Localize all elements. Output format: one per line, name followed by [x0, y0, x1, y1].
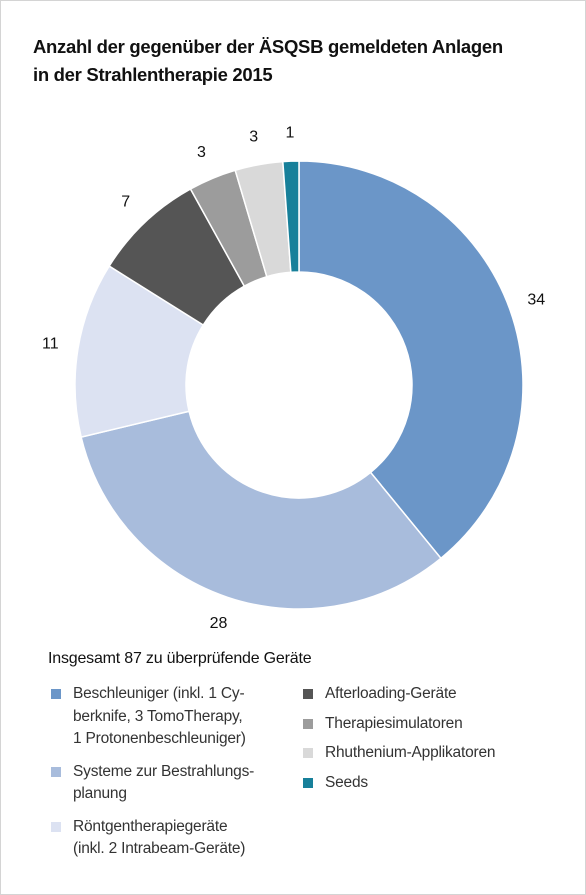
legend-label: Seeds	[325, 773, 368, 791]
legend-label: Rhuthenium-Applikatoren	[325, 744, 496, 761]
data-label: 3	[197, 144, 206, 161]
note: Insgesamt 87 zu überprüfende Geräte	[48, 650, 312, 667]
legend-item: Seeds	[303, 772, 495, 795]
legend-item: Rhuthenium-Applikatoren	[303, 742, 496, 765]
data-label: 1	[285, 124, 294, 141]
legend: Beschleuniger (inkl. 1 Cy- berknife, 3 T…	[51, 683, 254, 861]
legend-swatch	[303, 689, 313, 699]
data-label: 3	[249, 128, 258, 145]
data-label: 34	[527, 291, 545, 308]
legend-swatch	[51, 821, 61, 832]
legend: Afterloading-Geräte Therapiesimulatoren Rh…	[303, 683, 496, 795]
donut-slice	[282, 160, 300, 274]
donut: 34 28 11 7 3 3 1	[42, 124, 545, 632]
legend-label: Beschleuniger (inkl. 1 Cy- berknife, 3 T…	[73, 685, 246, 747]
legend-item: Afterloading-Geräte	[303, 683, 495, 706]
legend-label: Therapiesimulatoren	[325, 714, 463, 732]
legend-item: Therapiesimulatoren	[303, 713, 495, 736]
legend-label: Röntgentherapiegeräte (inkl. 2 Intrabeam…	[73, 817, 246, 858]
data-label: 11	[42, 335, 59, 352]
donut-slice	[80, 410, 442, 610]
legend-item: Röntgentherapiegeräte (inkl. 2 Intrabeam…	[51, 816, 254, 861]
legend-item: Beschleuniger (inkl. 1 Cy- berknife, 3 T…	[51, 683, 254, 751]
legend-label: Afterloading-Geräte	[325, 685, 457, 702]
legend-label: Systeme zur Bestrahlungs- planung	[73, 762, 255, 803]
data-label: 28	[210, 615, 228, 632]
donut-slice	[298, 160, 524, 560]
legend-swatch	[303, 748, 313, 758]
legend-swatch	[303, 718, 313, 729]
legend-swatch	[51, 689, 61, 699]
data-label: 7	[121, 193, 130, 210]
legend-item: Systeme zur Bestrahlungs- planung	[51, 761, 254, 806]
legend-swatch	[303, 777, 313, 788]
chart-title: Anzahl der gegenüber der ÄSQSB gemeldete…	[33, 36, 503, 85]
legend-swatch	[51, 766, 61, 777]
